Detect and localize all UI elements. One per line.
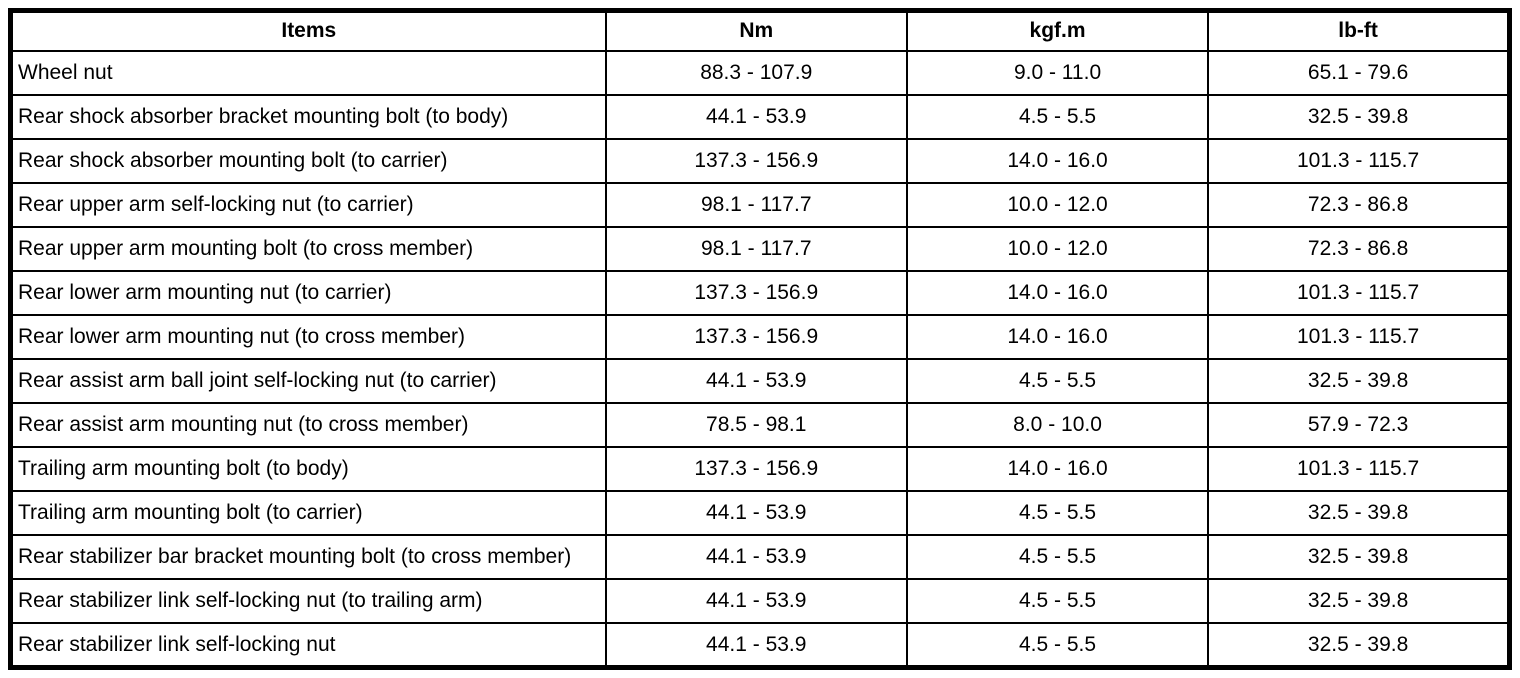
table-row: Rear lower arm mounting nut (to carrier)…: [9, 270, 1511, 317]
lbft-value-cell: 32.5 - 39.8: [1207, 578, 1511, 625]
kgfm-value-cell: 10.0 - 12.0: [905, 226, 1210, 273]
nm-value-cell: 137.3 - 156.9: [604, 314, 908, 361]
kgfm-value-cell: 14.0 - 16.0: [905, 138, 1210, 185]
item-cell: Rear shock absorber mounting bolt (to ca…: [9, 138, 607, 185]
nm-value-cell: 98.1 - 117.7: [604, 182, 908, 229]
kgfm-value-cell: 4.5 - 5.5: [905, 490, 1210, 537]
lbft-value-cell: 32.5 - 39.8: [1207, 622, 1511, 669]
column-header-kgfm: kgf.m: [905, 9, 1210, 52]
kgfm-value-cell: 4.5 - 5.5: [905, 622, 1210, 669]
lbft-value-cell: 72.3 - 86.8: [1207, 182, 1511, 229]
nm-value-cell: 78.5 - 98.1: [604, 402, 908, 449]
nm-value-cell: 44.1 - 53.9: [604, 534, 908, 581]
item-cell: Rear stabilizer bar bracket mounting bol…: [9, 534, 607, 581]
lbft-value-cell: 101.3 - 115.7: [1207, 270, 1511, 317]
table-row: Rear lower arm mounting nut (to cross me…: [9, 314, 1511, 361]
kgfm-value-cell: 8.0 - 10.0: [905, 402, 1210, 449]
kgfm-value-cell: 14.0 - 16.0: [905, 270, 1210, 317]
lbft-value-cell: 57.9 - 72.3: [1207, 402, 1511, 449]
item-cell: Wheel nut: [9, 49, 607, 97]
table-row: Rear shock absorber mounting bolt (to ca…: [9, 138, 1511, 185]
kgfm-value-cell: 4.5 - 5.5: [905, 578, 1210, 625]
kgfm-value-cell: 14.0 - 16.0: [905, 314, 1210, 361]
lbft-value-cell: 32.5 - 39.8: [1207, 534, 1511, 581]
kgfm-value-cell: 9.0 - 11.0: [905, 49, 1210, 97]
item-cell: Rear upper arm mounting bolt (to cross m…: [9, 226, 607, 273]
kgfm-value-cell: 4.5 - 5.5: [905, 358, 1210, 405]
lbft-value-cell: 101.3 - 115.7: [1207, 446, 1511, 493]
table-header-row: Items Nm kgf.m lb-ft: [9, 9, 1511, 52]
nm-value-cell: 137.3 - 156.9: [604, 138, 908, 185]
item-cell: Rear assist arm ball joint self-locking …: [9, 358, 607, 405]
table-row: Rear shock absorber bracket mounting bol…: [9, 94, 1511, 141]
nm-value-cell: 44.1 - 53.9: [604, 490, 908, 537]
column-header-lbft: lb-ft: [1207, 9, 1511, 52]
item-cell: Trailing arm mounting bolt (to body): [9, 446, 607, 493]
item-cell: Rear stabilizer link self-locking nut (t…: [9, 578, 607, 625]
torque-spec-table: Items Nm kgf.m lb-ft Wheel nut 88.3 - 10…: [8, 8, 1512, 670]
item-cell: Rear lower arm mounting nut (to carrier): [9, 270, 607, 317]
table-row: Rear assist arm ball joint self-locking …: [9, 358, 1511, 405]
item-cell: Rear stabilizer link self-locking nut: [9, 622, 607, 669]
table-row: Rear upper arm self-locking nut (to carr…: [9, 182, 1511, 229]
table-row: Trailing arm mounting bolt (to carrier) …: [9, 490, 1511, 537]
kgfm-value-cell: 14.0 - 16.0: [905, 446, 1210, 493]
item-cell: Rear shock absorber bracket mounting bol…: [9, 94, 607, 141]
table-row: Rear stabilizer bar bracket mounting bol…: [9, 534, 1511, 581]
nm-value-cell: 137.3 - 156.9: [604, 446, 908, 493]
kgfm-value-cell: 4.5 - 5.5: [905, 94, 1210, 141]
kgfm-value-cell: 4.5 - 5.5: [905, 534, 1210, 581]
lbft-value-cell: 72.3 - 86.8: [1207, 226, 1511, 273]
column-header-nm: Nm: [604, 9, 908, 52]
item-cell: Rear assist arm mounting nut (to cross m…: [9, 402, 607, 449]
lbft-value-cell: 101.3 - 115.7: [1207, 138, 1511, 185]
nm-value-cell: 98.1 - 117.7: [604, 226, 908, 273]
table-row: Rear upper arm mounting bolt (to cross m…: [9, 226, 1511, 273]
nm-value-cell: 137.3 - 156.9: [604, 270, 908, 317]
nm-value-cell: 44.1 - 53.9: [604, 622, 908, 669]
table-row: Trailing arm mounting bolt (to body) 137…: [9, 446, 1511, 493]
nm-value-cell: 88.3 - 107.9: [604, 49, 908, 97]
column-header-items: Items: [9, 9, 607, 52]
lbft-value-cell: 101.3 - 115.7: [1207, 314, 1511, 361]
item-cell: Rear lower arm mounting nut (to cross me…: [9, 314, 607, 361]
table-row: Rear assist arm mounting nut (to cross m…: [9, 402, 1511, 449]
table-row: Rear stabilizer link self-locking nut 44…: [9, 622, 1511, 669]
table-row: Wheel nut 88.3 - 107.9 9.0 - 11.0 65.1 -…: [9, 49, 1511, 97]
item-cell: Trailing arm mounting bolt (to carrier): [9, 490, 607, 537]
kgfm-value-cell: 10.0 - 12.0: [905, 182, 1210, 229]
lbft-value-cell: 32.5 - 39.8: [1207, 94, 1511, 141]
nm-value-cell: 44.1 - 53.9: [604, 578, 908, 625]
lbft-value-cell: 32.5 - 39.8: [1207, 358, 1511, 405]
nm-value-cell: 44.1 - 53.9: [604, 358, 908, 405]
item-cell: Rear upper arm self-locking nut (to carr…: [9, 182, 607, 229]
lbft-value-cell: 32.5 - 39.8: [1207, 490, 1511, 537]
lbft-value-cell: 65.1 - 79.6: [1207, 49, 1511, 97]
nm-value-cell: 44.1 - 53.9: [604, 94, 908, 141]
table-row: Rear stabilizer link self-locking nut (t…: [9, 578, 1511, 625]
